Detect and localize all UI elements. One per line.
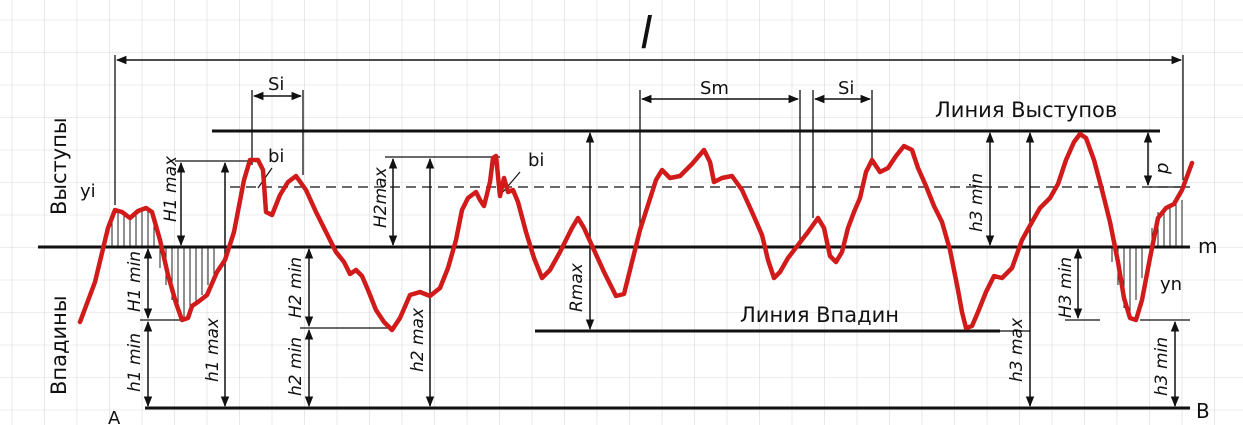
p-label: p xyxy=(1152,163,1173,175)
bi-middle-label: bi xyxy=(528,150,544,171)
h3max-label: h3 max xyxy=(1007,317,1027,382)
bi-left-label: bi xyxy=(268,146,284,167)
peaks-line-label: Линия Выступов xyxy=(935,98,1117,122)
point-a-label: A xyxy=(108,408,121,425)
dimension-arrows xyxy=(115,55,1183,408)
point-b-label: B xyxy=(1196,399,1210,423)
yi-label: yi xyxy=(80,181,96,202)
h1min-label: h1 min xyxy=(125,333,145,392)
h1max-label: h1 max xyxy=(203,317,223,382)
h3min-upper-label: h3 min xyxy=(967,173,987,232)
extension-lines xyxy=(114,55,1190,332)
H2min-label: H2 min xyxy=(286,257,306,318)
H1min-label: H1 min xyxy=(125,251,145,312)
h2min-label: h2 min xyxy=(286,337,306,396)
length-label: l xyxy=(640,8,653,59)
H2max-label: H2max xyxy=(371,166,391,228)
hatching-right-peak xyxy=(1151,200,1183,247)
h3min-lower-label: h3 min xyxy=(1152,337,1172,396)
H3min-label: H3 min xyxy=(1056,257,1076,318)
si-right-label: Si xyxy=(838,78,854,99)
h2max-label: h2 max xyxy=(408,307,428,372)
si-left-label: Si xyxy=(268,74,284,95)
sm-label: Sm xyxy=(700,78,729,99)
yn-label: yn xyxy=(1160,274,1182,295)
rmax-label: Rmax xyxy=(567,262,587,312)
H1max-label: H1 max xyxy=(161,155,181,222)
m-label: m xyxy=(1198,234,1217,258)
roughness-profile xyxy=(77,131,1195,333)
valleys-line-label: Линия Впадин xyxy=(740,303,899,327)
peaks-side-label: Выступы xyxy=(47,117,71,215)
valleys-side-label: Впадины xyxy=(47,296,71,395)
